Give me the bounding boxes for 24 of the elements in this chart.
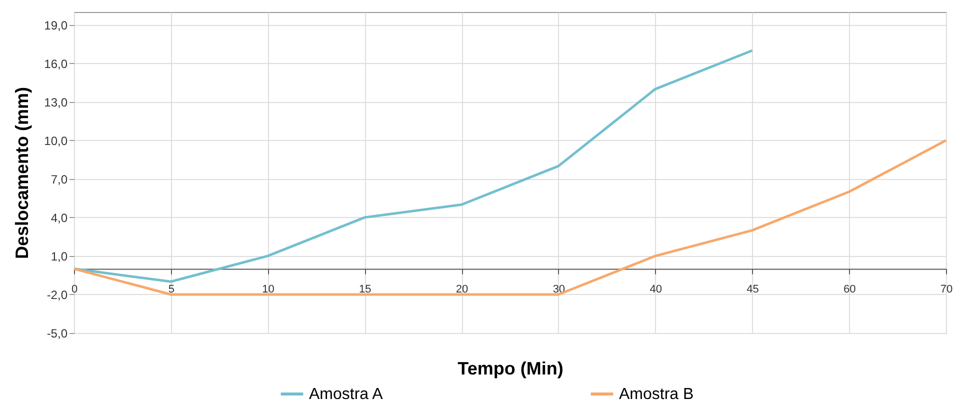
legend-label: Amostra B [619, 386, 694, 403]
x-tick-label: 10 [262, 283, 274, 296]
x-tick-label: 0 [71, 283, 78, 296]
y-tick-label: 4,0 [50, 210, 68, 225]
x-axis-title: Tempo (Min) [458, 358, 564, 378]
y-tick-label: 13,0 [44, 95, 68, 110]
x-tick-label: 20 [456, 283, 468, 296]
y-axis-title: Deslocamento (mm) [12, 86, 32, 260]
y-tick-label: 1,0 [50, 249, 68, 264]
line-series [72, 49, 754, 283]
x-tick-label: 15 [359, 283, 372, 296]
y-tick-label: 16,0 [44, 56, 68, 71]
x-tick-label: 5 [168, 283, 174, 296]
legend-label: Amostra A [309, 386, 384, 403]
x-tick-label: 60 [843, 283, 856, 296]
x-tick-label: 45 [746, 283, 759, 296]
x-tick-label: 40 [650, 283, 662, 296]
y-tick-label: 10,0 [44, 134, 68, 148]
y-tick-label: 19,0 [44, 18, 68, 32]
y-tick-label: -2,0 [46, 288, 68, 302]
x-tick-label: 70 [940, 283, 953, 296]
y-tick-label: 7,0 [50, 172, 68, 186]
y-tick-label: -5,0 [46, 326, 68, 340]
x-tick-label: 30 [552, 283, 566, 296]
